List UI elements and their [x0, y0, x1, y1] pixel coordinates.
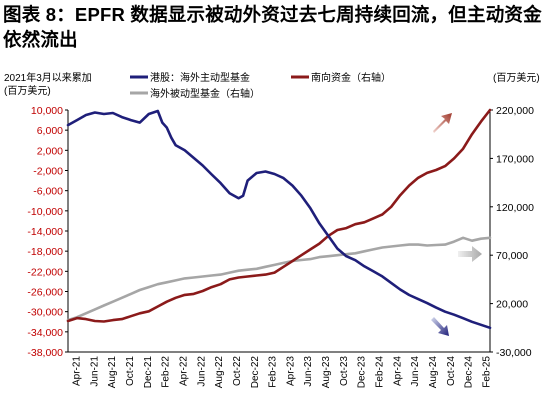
- x-tick-label: Dec-21: [143, 356, 154, 389]
- left-tick-label: -38,000: [27, 347, 63, 359]
- x-tick-label: Oct-23: [339, 356, 350, 386]
- x-tick-label: Jun-22: [196, 356, 207, 387]
- left-tick-label: -22,000: [27, 266, 63, 278]
- left-tick-label: -34,000: [27, 327, 63, 339]
- series-line-southbound: [66, 108, 492, 323]
- x-tick-label: Jun-24: [410, 356, 421, 387]
- left-tick-label: -14,000: [27, 226, 63, 238]
- series-line-passive: [66, 236, 492, 322]
- x-tick-label: Jun-21: [89, 356, 100, 387]
- left-tick-label: -6,000: [33, 186, 63, 198]
- x-tick-label: Dec-22: [250, 356, 261, 389]
- left-tick-label: 10,000: [31, 105, 63, 117]
- right-tick-labels: 220,000 170,000 120,000 70,000 20,000 -30,000: [490, 105, 534, 359]
- x-tick-label: Dec-23: [357, 356, 368, 389]
- x-tick-label: Oct-22: [232, 356, 243, 386]
- left-axis-note: 2021年3月以来累加: [4, 71, 92, 84]
- left-tick-label: 2,000: [37, 145, 63, 157]
- x-tick-label: Feb-25: [482, 356, 493, 388]
- legend-label-hk-active: 港股：海外主动型基金: [150, 71, 250, 84]
- legend-label-southbound: 南向资金（右轴）: [311, 71, 391, 84]
- left-tick-label: -10,000: [27, 206, 63, 218]
- right-tick-label: -30,000: [496, 347, 532, 359]
- x-tick-label: Feb-22: [161, 356, 172, 388]
- left-tick-labels: 10,000 6,000 2,000 -2,000 -6,000 -10,000 -14,0…: [27, 105, 68, 359]
- x-tick-label: Oct-21: [125, 356, 136, 386]
- left-tick-label: -2,000: [33, 166, 63, 178]
- left-tick-label: -26,000: [27, 287, 63, 299]
- x-tick-label: Feb-23: [268, 356, 279, 388]
- x-tick-label: Aug-24: [428, 356, 439, 389]
- right-arrow-icon: [458, 246, 482, 262]
- legend-label-passive: 海外被动型基金（右轴）: [150, 87, 260, 100]
- x-tick-label: Feb-24: [375, 356, 386, 388]
- left-axis-unit: (百万美元): [4, 84, 51, 97]
- x-tick-label: Apr-24: [392, 356, 403, 386]
- right-axis-unit: (百万美元): [493, 71, 540, 84]
- right-tick-label: 20,000: [496, 299, 528, 311]
- x-tick-label: Apr-21: [72, 356, 83, 386]
- right-tick-label: 70,000: [496, 250, 528, 262]
- left-tick-label: -30,000: [27, 307, 63, 319]
- x-tick-labels: Apr-21 Jun-21 Aug-21 Oct-21 Dec-21 Feb-22 Apr-…: [72, 356, 493, 389]
- x-tick-label: Apr-23: [285, 356, 296, 386]
- series-line-hk-active: [66, 109, 492, 330]
- legend: 港股：海外主动型基金 南向资金（右轴） 海外被动型基金（右轴）: [130, 71, 391, 100]
- x-tick-label: Apr-22: [178, 356, 189, 386]
- series-lines: [66, 108, 492, 330]
- left-tick-label: 6,000: [37, 125, 63, 137]
- x-tick-label: Aug-23: [321, 356, 332, 389]
- chart-title: 图表 8：EPFR 数据显示被动外资过去七周持续回流，但主动资金依然流出: [3, 4, 542, 50]
- up-arrow-icon: [433, 113, 452, 133]
- x-tick-label: Dec-24: [464, 356, 475, 389]
- right-tick-label: 170,000: [496, 153, 534, 165]
- x-tick-label: Oct-24: [446, 356, 457, 386]
- down-arrow-icon: [431, 317, 449, 336]
- right-tick-label: 120,000: [496, 202, 534, 214]
- x-tick-label: Jun-23: [303, 356, 314, 387]
- left-tick-label: -18,000: [27, 246, 63, 258]
- x-tick-label: Aug-21: [107, 356, 118, 389]
- x-tick-label: Aug-22: [214, 356, 225, 389]
- right-tick-label: 220,000: [496, 105, 534, 117]
